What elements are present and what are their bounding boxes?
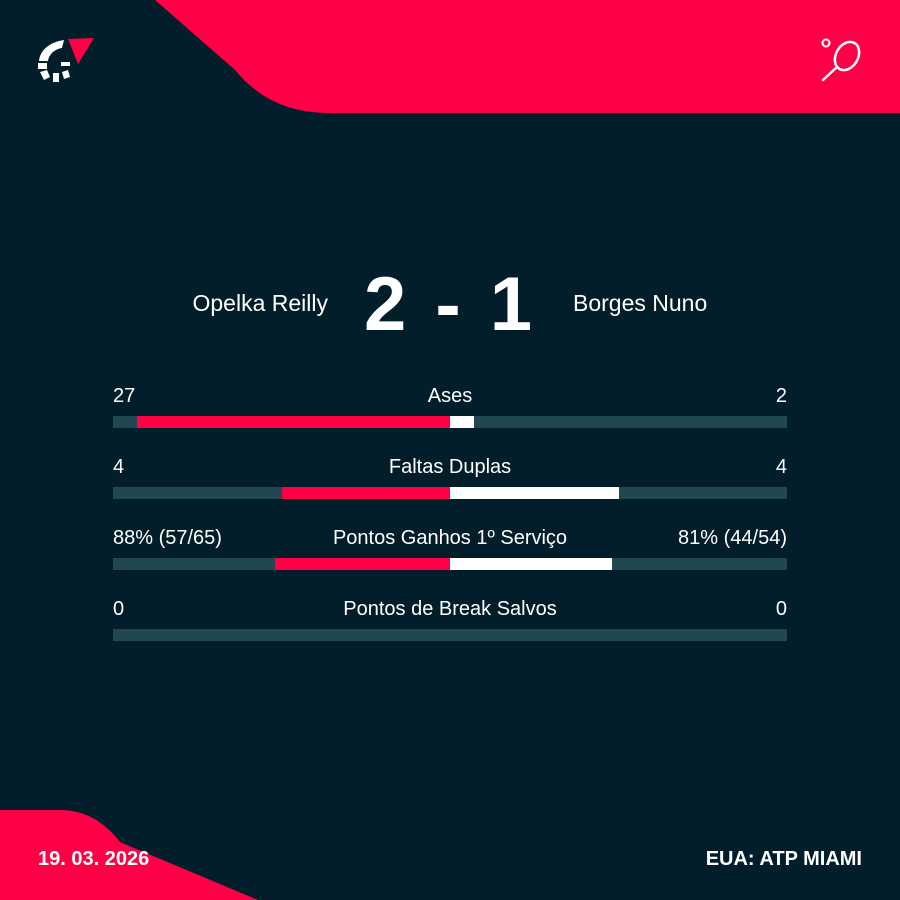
stat-away-value: 2 [775, 385, 787, 407]
stat-label: Pontos Ganhos 1º Serviço [332, 527, 568, 549]
stat-bar-away [450, 487, 619, 499]
flashscore-logo-icon [38, 38, 94, 82]
stat-label: Pontos de Break Salvos [343, 598, 557, 620]
away-player-name: Borges Nuno [573, 290, 708, 316]
stat-away-value: 4 [775, 456, 787, 478]
stat-home-value: 4 [113, 456, 125, 478]
stat-label: Faltas Duplas [388, 456, 512, 478]
stat-bar-away [450, 558, 612, 570]
stat-bar-home [136, 416, 450, 428]
stat-row: 27 Ases 2 [113, 382, 787, 442]
stat-home-value: 88% (57/65) [113, 527, 222, 549]
stat-bar-home [281, 487, 450, 499]
stat-away-value: 0 [775, 598, 787, 620]
stat-bar-track [113, 416, 787, 428]
stat-bar-track [113, 558, 787, 570]
match-score: 2 - 1 [363, 262, 537, 347]
footer-red-shape [0, 810, 258, 900]
stat-bar-track [113, 487, 787, 499]
stat-bar-track [113, 629, 787, 641]
match-date: 19. 03. 2026 [38, 848, 150, 870]
stat-away-value: 81% (44/54) [678, 527, 787, 549]
stat-home-value: 27 [113, 385, 136, 407]
stat-row: 88% (57/65) Pontos Ganhos 1º Serviço 81%… [113, 524, 787, 584]
home-player-name: Opelka Reilly [192, 290, 329, 316]
stat-bar-home [274, 558, 450, 570]
stat-row: 4 Faltas Duplas 4 [113, 453, 787, 513]
stat-home-value: 0 [113, 598, 125, 620]
stat-row: 0 Pontos de Break Salvos 0 [113, 595, 787, 655]
tennis-racket-icon [821, 38, 861, 82]
header-red-shape [155, 0, 900, 113]
tournament-name: EUA: ATP MIAMI [705, 848, 862, 870]
stat-label: Ases [427, 385, 473, 407]
stat-bar-away [450, 416, 474, 428]
